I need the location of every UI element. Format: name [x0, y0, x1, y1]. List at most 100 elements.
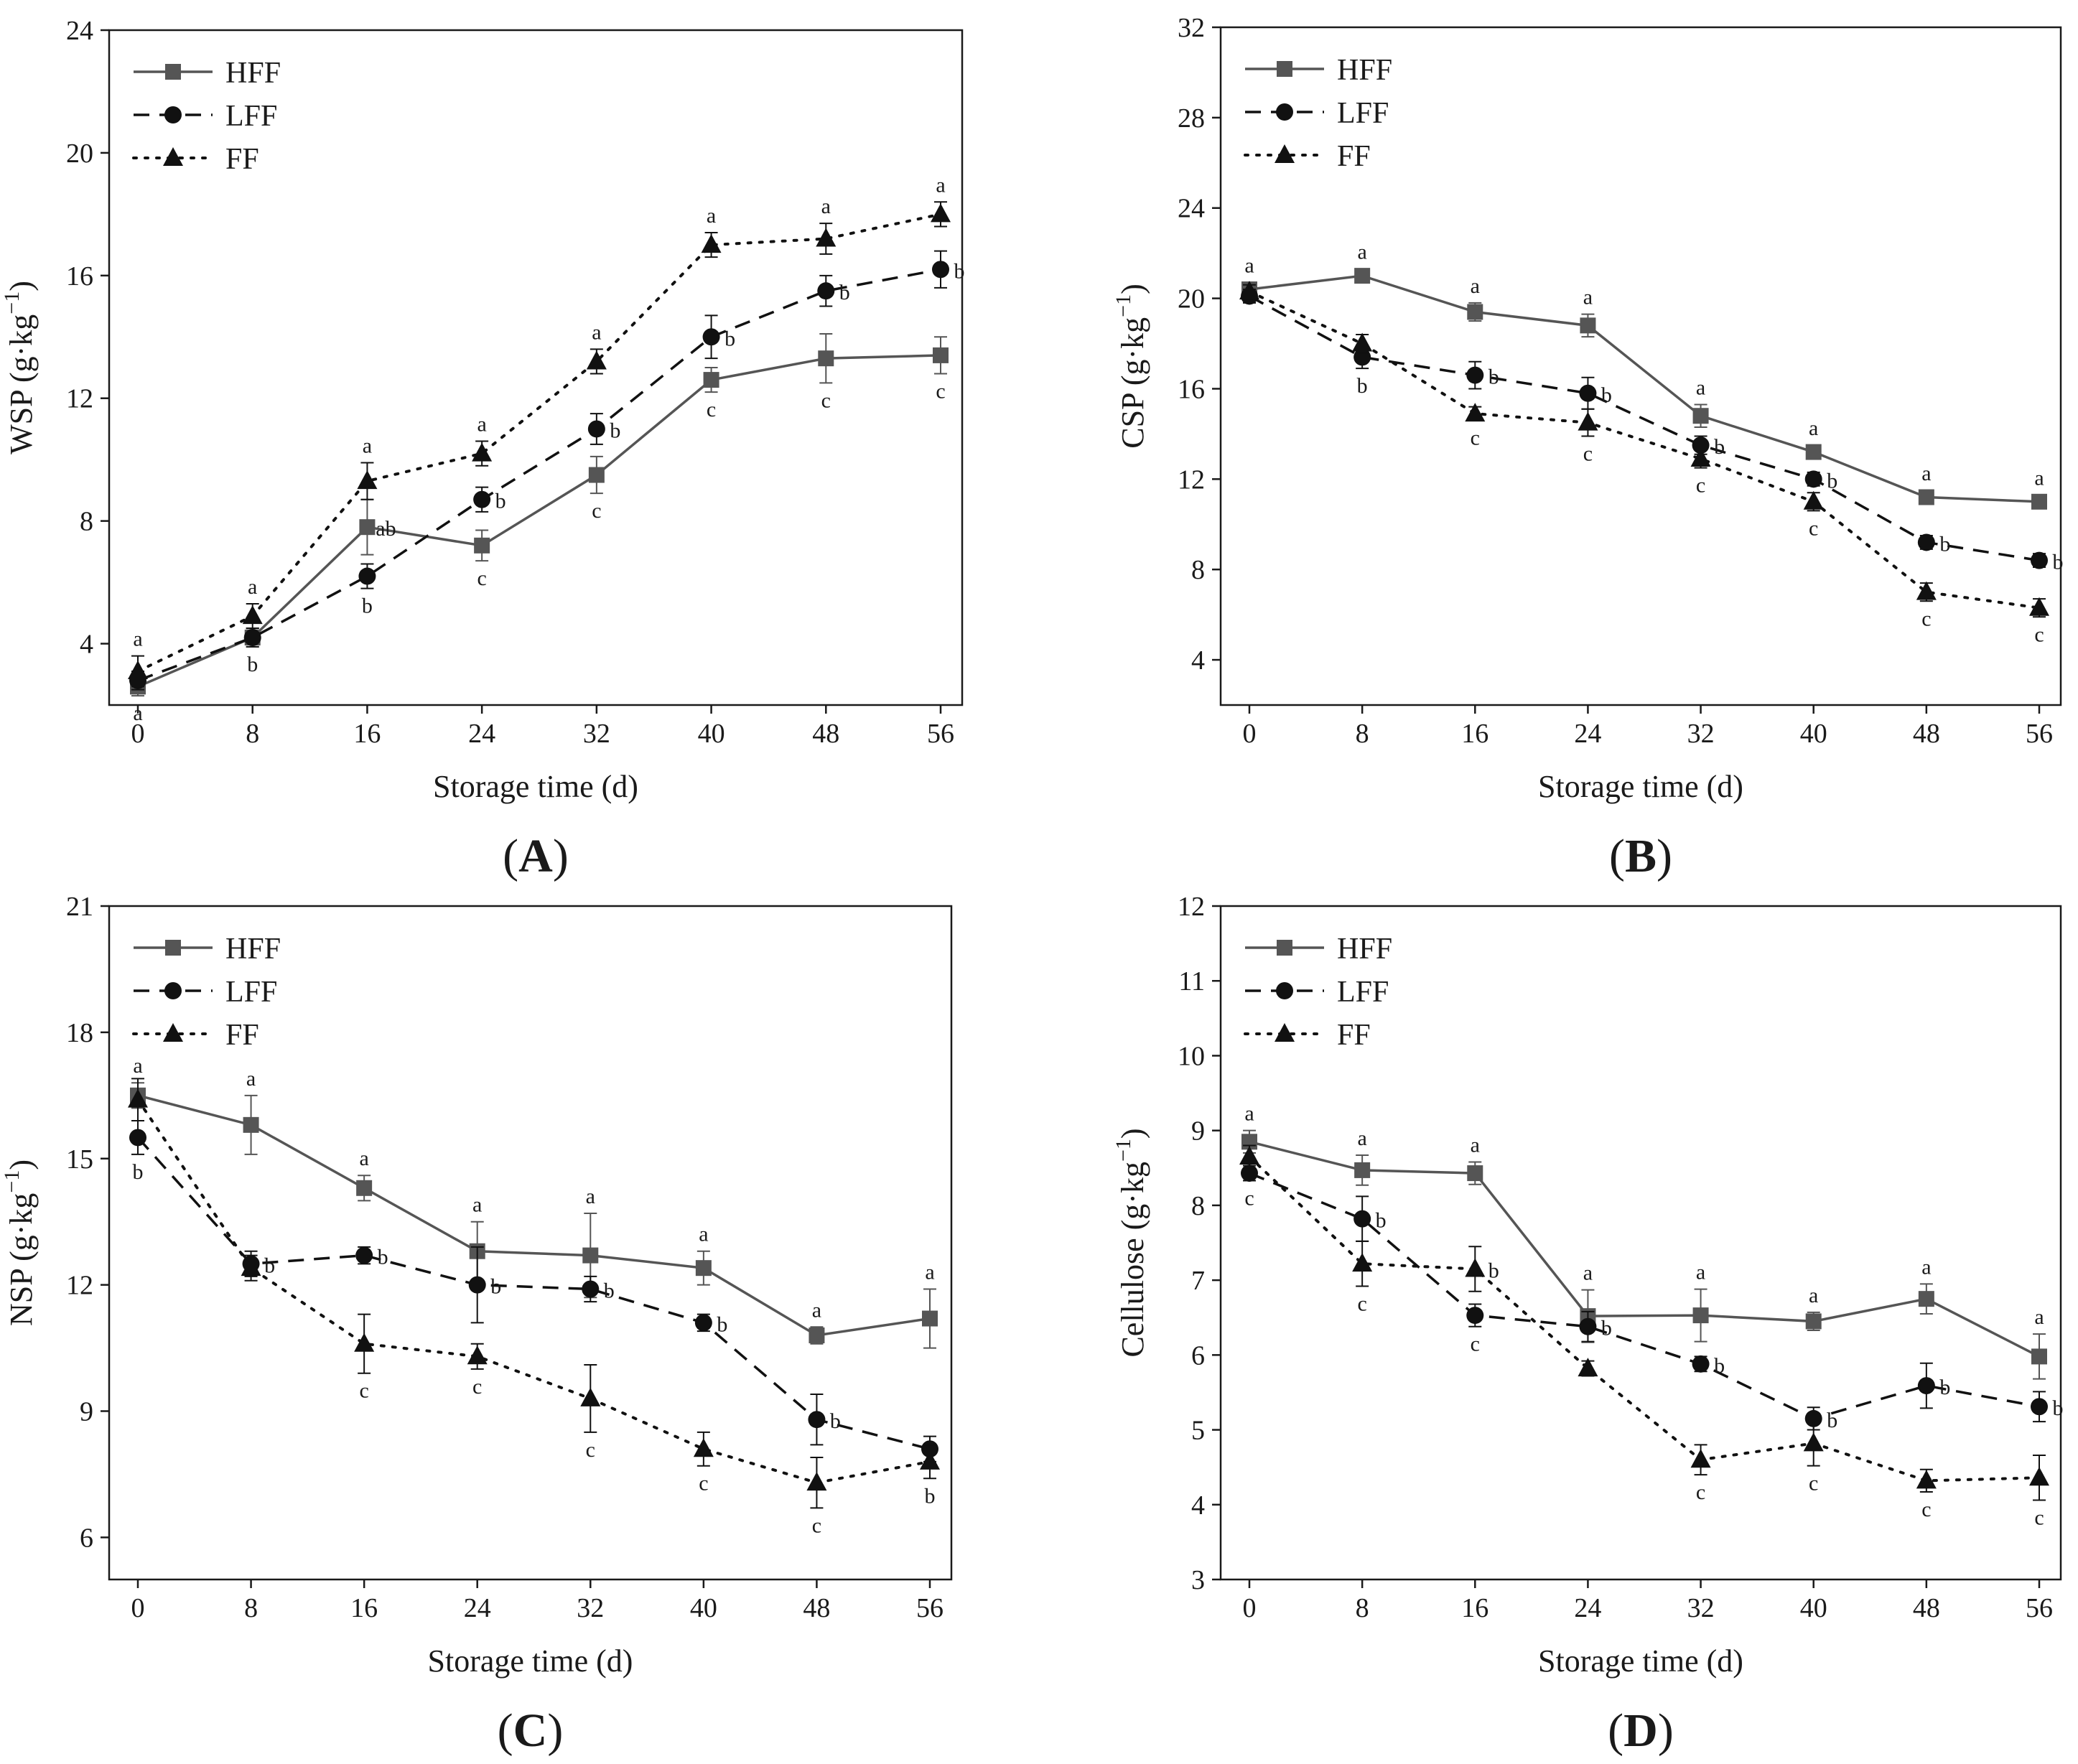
data-point-lff — [1692, 1355, 1710, 1373]
data-point-lff — [468, 1276, 486, 1294]
y-tick-label: 16 — [66, 261, 93, 291]
x-tick-label: 32 — [1687, 719, 1715, 749]
data-point-lff — [358, 567, 376, 585]
significance-letter: b — [1601, 1317, 1612, 1340]
legend-label-lff: LFF — [1337, 976, 1389, 1009]
significance-letter: c — [1921, 1498, 1931, 1521]
data-point-ff — [920, 1450, 940, 1470]
significance-letter: c — [1696, 1480, 1705, 1504]
significance-letter: b — [362, 594, 373, 618]
y-tick-label: 6 — [1191, 1340, 1205, 1371]
significance-letter: b — [1714, 435, 1725, 459]
significance-letter: b — [1939, 1376, 1950, 1399]
series-line-hff — [1249, 1140, 2040, 1358]
significance-letter: a — [925, 1260, 934, 1284]
x-tick-label: 16 — [353, 719, 381, 749]
significance-letter: a — [936, 173, 945, 197]
data-point-ff — [806, 1472, 827, 1491]
y-tick-label: 12 — [1178, 892, 1205, 922]
series-lff: c b c b b b b b — [1241, 1165, 2064, 1432]
legend-marker-lff — [164, 106, 182, 123]
plot-frame — [108, 905, 953, 1581]
significance-letter: a — [812, 1298, 821, 1322]
x-tick-label: 0 — [1243, 719, 1257, 749]
series-line-ff — [1248, 1155, 2041, 1483]
data-point-lff — [702, 328, 720, 346]
significance-letter: a — [472, 1193, 482, 1217]
data-point-lff — [1354, 1210, 1371, 1228]
x-tick-label: 32 — [1687, 1593, 1715, 1623]
data-point-hff — [1580, 317, 1596, 334]
y-tick-label: 8 — [80, 507, 93, 537]
significance-letter: b — [1827, 1409, 1837, 1432]
data-point-lff — [2031, 551, 2048, 569]
x-tick-label: 56 — [916, 1593, 944, 1623]
data-point-lff — [2031, 1398, 2048, 1416]
y-tick-label: 20 — [1178, 284, 1205, 314]
data-point-lff — [1241, 1165, 1258, 1182]
data-point-ff — [1916, 581, 1937, 600]
significance-letter: b — [1488, 365, 1499, 389]
data-point-ff — [357, 470, 378, 490]
significance-letter: a — [592, 320, 601, 344]
x-tick-label: 24 — [1574, 719, 1601, 749]
series-line-lff — [1249, 294, 2040, 562]
data-point-ff — [467, 1345, 488, 1365]
plot-frame — [1219, 905, 2062, 1581]
data-point-hff — [474, 537, 490, 554]
data-point-ff — [931, 203, 951, 223]
significance-letter: a — [1471, 1133, 1480, 1157]
x-tick-label: 24 — [468, 719, 495, 749]
panel-label: (A) — [503, 830, 569, 882]
x-axis-label: Storage time (d) — [1538, 769, 1743, 804]
data-point-ff — [816, 228, 837, 247]
significance-letter: b — [954, 259, 965, 283]
x-tick-label: 40 — [1800, 1593, 1827, 1623]
panel-label: (C) — [498, 1704, 564, 1757]
x-tick-label: 0 — [131, 1593, 145, 1623]
x-tick-label: 8 — [246, 719, 259, 749]
series-line-hff — [1249, 274, 2040, 503]
data-point-ff — [1239, 1146, 1259, 1165]
data-point-lff — [1579, 384, 1597, 402]
legend-label-ff: FF — [1337, 1019, 1371, 1052]
significance-letter: b — [1714, 1354, 1725, 1378]
data-point-lff — [694, 1314, 712, 1332]
data-point-hff — [695, 1260, 712, 1277]
significance-letter: c — [1357, 1292, 1366, 1315]
significance-letter: b — [925, 1484, 936, 1508]
series-ff: c c c c c b — [128, 1078, 940, 1537]
significance-letter: b — [490, 1275, 501, 1299]
significance-letter: b — [264, 1254, 275, 1277]
data-point-hff — [2031, 493, 2047, 510]
data-point-hff — [1918, 489, 1934, 505]
significance-letter: b — [133, 1160, 144, 1184]
x-tick-label: 48 — [812, 719, 839, 749]
data-point-ff — [242, 605, 263, 625]
significance-letter: a — [1244, 1102, 1254, 1126]
data-point-hff — [356, 1180, 373, 1196]
significance-letter: c — [2034, 622, 2044, 646]
data-point-hff — [703, 372, 719, 388]
x-tick-label: 40 — [698, 719, 725, 749]
data-point-hff — [1805, 1313, 1822, 1330]
y-tick-label: 18 — [66, 1018, 93, 1048]
legend-marker-ff — [163, 1023, 183, 1042]
data-point-ff — [1352, 332, 1373, 352]
significance-letter: a — [359, 1147, 368, 1170]
legend-label-ff: FF — [225, 143, 259, 176]
panel-label: (B) — [1609, 830, 1672, 882]
significance-letter: c — [1471, 1333, 1480, 1356]
significance-letter: b — [724, 327, 735, 350]
significance-letter: a — [699, 1223, 708, 1246]
legend: HFF LFF FF — [132, 57, 281, 176]
data-point-lff — [1917, 1377, 1935, 1395]
x-axis-label: Storage time (d) — [433, 769, 638, 804]
legend-label-ff: FF — [225, 1019, 259, 1052]
significance-letter: b — [604, 1279, 615, 1302]
series-line-ff — [136, 213, 942, 673]
y-tick-label: 9 — [80, 1397, 93, 1427]
